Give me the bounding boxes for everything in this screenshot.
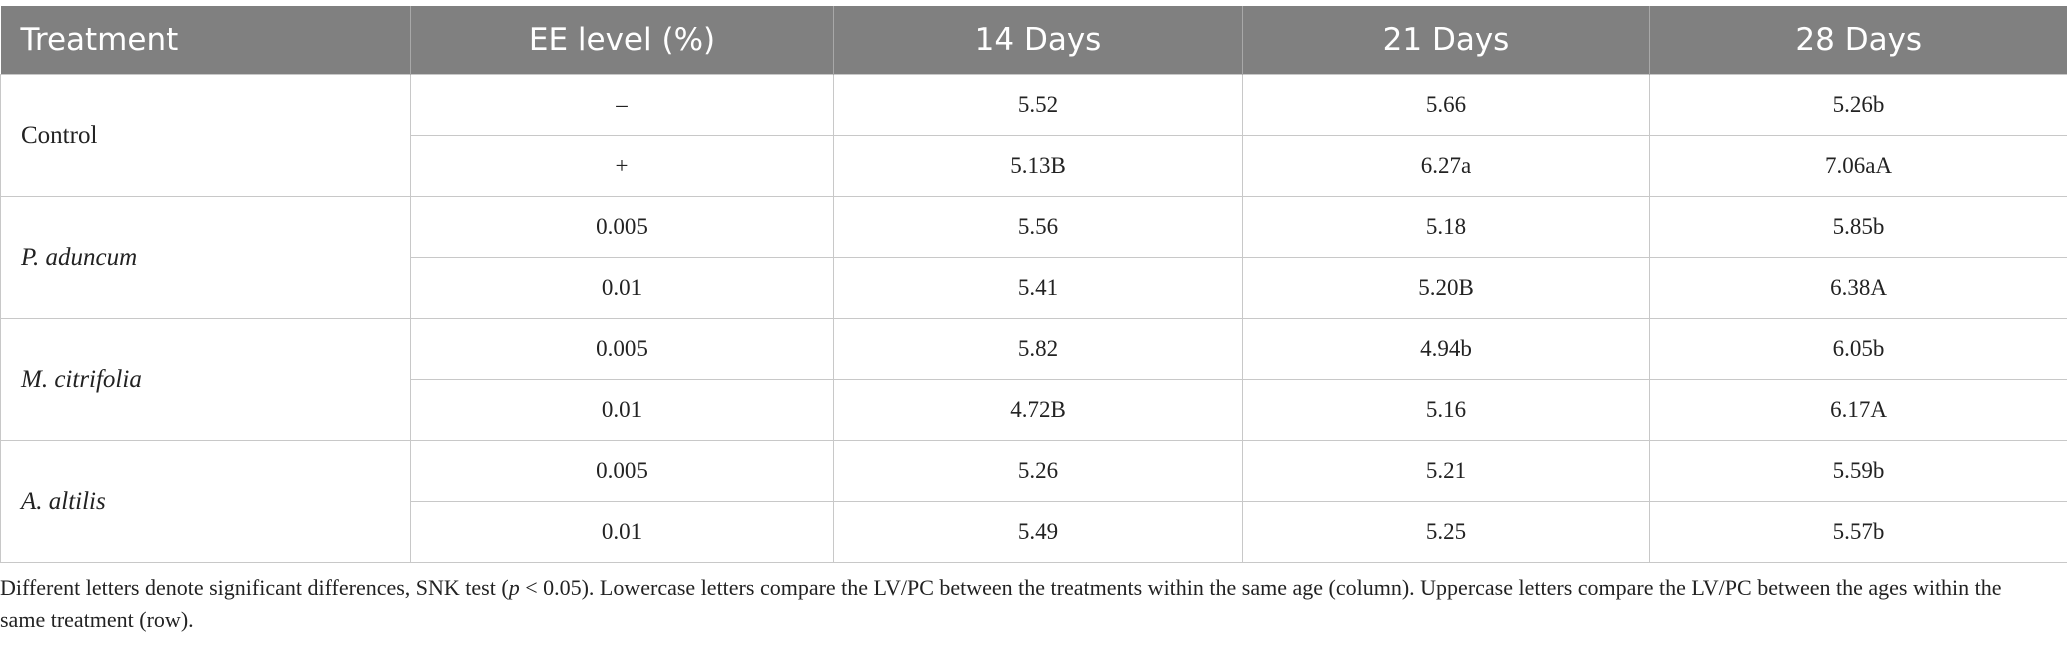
value-cell: 4.94b — [1242, 318, 1650, 380]
value-cell: 5.13B — [833, 135, 1243, 197]
value-cell: 5.20B — [1242, 257, 1650, 319]
value-cell: 5.26 — [833, 440, 1243, 502]
value-cell: 5.85b — [1649, 196, 2067, 258]
data-table: Treatment EE level (%) 14 Days 21 Days 28 Da… — [0, 6, 2067, 563]
value-cell: 5.57b — [1649, 501, 2067, 563]
value-cell: 7.06aA — [1649, 135, 2067, 197]
table-row: 0.01 4.72B 5.16 6.17A — [1, 379, 2067, 441]
level-cell: 0.005 — [410, 196, 834, 258]
value-cell: 6.17A — [1649, 379, 2067, 441]
value-cell: 5.25 — [1242, 501, 1650, 563]
table-row: M. citrifolia 0.005 5.82 4.94b 6.05b — [0, 318, 2067, 441]
value-cell: 5.26b — [1649, 74, 2067, 136]
table-row: P. aduncum 0.005 5.56 5.18 5.85b — [0, 196, 2067, 319]
table-body: Control –5.52 5.66 5.26b +5.13B 6.27a 7.06aA P.… — [0, 74, 2067, 563]
header-cell: Treatment — [0, 6, 411, 75]
header-cell: EE level (%) — [410, 6, 834, 75]
value-cell: 5.56 — [833, 196, 1243, 258]
value-cell: 5.41 — [833, 257, 1243, 319]
footnote-text: Different letters denote significant dif… — [0, 575, 509, 600]
footnote-italic: p — [508, 575, 520, 600]
header-cell: 14 Days — [833, 6, 1243, 75]
treatment-cell: M. citrifolia — [0, 318, 411, 441]
level-cell: – — [410, 74, 834, 136]
value-cell: 5.49 — [833, 501, 1243, 563]
level-cell: 0.01 — [410, 257, 834, 319]
footnote-text: < 0.05). Lowercase letters compare the L… — [0, 575, 2002, 632]
value-cell: 5.18 — [1242, 196, 1650, 258]
value-cell: 5.59b — [1649, 440, 2067, 502]
value-cell: 5.52 — [833, 74, 1243, 136]
value-cell: 6.38A — [1649, 257, 2067, 319]
value-cell: 6.05b — [1649, 318, 2067, 380]
value-cell: 5.21 — [1242, 440, 1650, 502]
table-row: A. altilis 0.005 5.26 5.21 5.59b — [0, 440, 2067, 563]
value-cell: 4.72B — [833, 379, 1243, 441]
table-row: 0.01 5.41 5.20B 6.38A — [1, 257, 2067, 319]
table-row: +5.13B 6.27a 7.06aA — [1, 135, 2067, 197]
value-cell: 5.66 — [1242, 74, 1650, 136]
level-cell: 0.005 — [410, 318, 834, 380]
level-cell: 0.01 — [410, 501, 834, 563]
level-cell: 0.005 — [410, 440, 834, 502]
treatment-cell: Control — [0, 74, 411, 197]
level-cell: 0.01 — [410, 379, 834, 441]
value-cell: 6.27a — [1242, 135, 1650, 197]
treatment-cell: P. aduncum — [0, 196, 411, 319]
footnote: Different letters denote significant dif… — [0, 572, 2050, 636]
value-cell: 5.16 — [1242, 379, 1650, 441]
level-cell: + — [410, 135, 834, 197]
header-row: Treatment EE level (%) 14 Days 21 Days 28 Da… — [0, 6, 2067, 75]
table-row: 0.01 5.49 5.25 5.57b — [1, 501, 2067, 563]
header-cell: 28 Days — [1649, 6, 2067, 75]
value-cell: 5.82 — [833, 318, 1243, 380]
treatment-cell: A. altilis — [0, 440, 411, 563]
header-cell: 21 Days — [1242, 6, 1650, 75]
table-row: Control –5.52 5.66 5.26b — [0, 74, 2067, 197]
